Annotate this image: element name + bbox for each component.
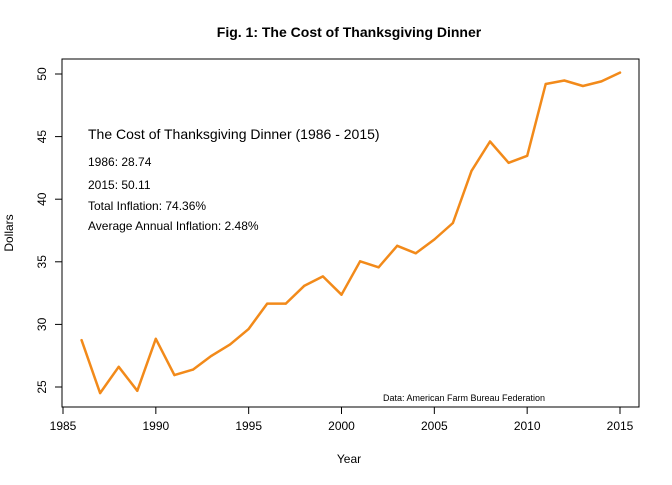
- annotation-line-1: 1986: 28.74: [88, 155, 152, 169]
- data-point: [451, 221, 454, 225]
- data-point: [563, 79, 566, 82]
- data-point: [303, 284, 306, 287]
- data-point: [191, 368, 195, 371]
- source-note: Data: American Farm Bureau Federation: [383, 393, 545, 403]
- x-tick-label: 2005: [421, 419, 448, 433]
- x-tick-label: 2000: [328, 419, 355, 433]
- x-tick-label: 1990: [142, 419, 169, 433]
- y-axis: 25 30 35 40 45 50: [35, 67, 63, 394]
- data-point: [433, 238, 436, 241]
- data-point: [284, 302, 287, 305]
- data-point: [210, 354, 213, 357]
- data-point: [154, 337, 157, 340]
- data-point: [470, 169, 473, 173]
- data-point: [396, 244, 399, 247]
- data-point: [488, 140, 492, 143]
- x-tick-label: 2015: [607, 419, 634, 433]
- x-tick-label: 1995: [235, 419, 262, 433]
- data-point: [414, 252, 417, 255]
- data-point: [358, 260, 362, 263]
- data-point: [377, 266, 380, 269]
- data-point: [600, 80, 603, 83]
- data-point: [544, 82, 547, 86]
- y-tick-label: 45: [35, 130, 49, 144]
- y-tick-label: 25: [35, 380, 49, 394]
- data-point: [266, 302, 269, 305]
- x-tick-label: 1985: [50, 419, 77, 433]
- data-point: [136, 389, 139, 392]
- annotation-line-3: Total Inflation: 74.36%: [88, 199, 206, 213]
- data-point: [80, 339, 83, 342]
- data-point: [507, 161, 510, 164]
- data-point: [526, 154, 529, 157]
- data-point: [117, 365, 120, 368]
- y-tick-label: 30: [35, 317, 49, 331]
- y-axis-label: Dollars: [2, 214, 16, 251]
- x-axis-label: Year: [337, 452, 361, 466]
- y-tick-label: 40: [35, 192, 49, 206]
- data-point: [247, 327, 250, 331]
- annotation-line-4: Average Annual Inflation: 2.48%: [88, 219, 259, 233]
- annotation-heading: The Cost of Thanksgiving Dinner (1986 - …: [88, 126, 380, 142]
- y-tick-label: 50: [35, 67, 49, 81]
- annotation-line-2: 2015: 50.11: [88, 178, 151, 192]
- plot-frame: [61, 58, 640, 408]
- data-point: [581, 84, 584, 88]
- data-point: [340, 293, 343, 296]
- data-point: [99, 392, 102, 395]
- x-tick-label: 2010: [514, 419, 541, 433]
- data-point: [229, 343, 232, 346]
- data-points: [80, 71, 622, 395]
- series-line: [80, 71, 622, 395]
- data-point: [618, 71, 622, 74]
- data-point: [321, 275, 325, 278]
- chart-title: Fig. 1: The Cost of Thanksgiving Dinner: [217, 24, 482, 40]
- x-axis: 1985 1990 1995 2000 2005 2010 2015: [50, 406, 634, 433]
- data-point: [173, 374, 176, 377]
- y-tick-label: 35: [35, 255, 49, 269]
